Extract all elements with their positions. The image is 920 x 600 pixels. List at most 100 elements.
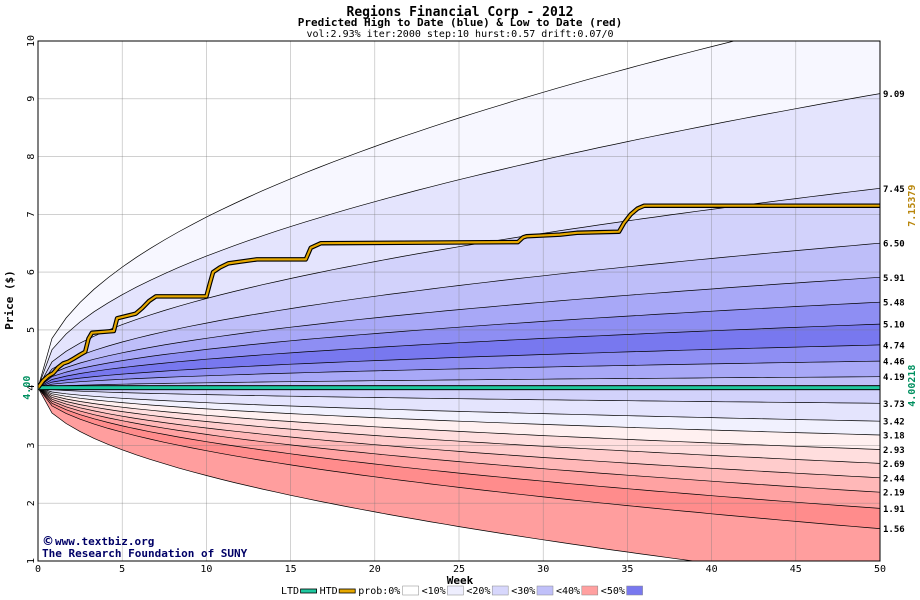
- band-end-label: 3.18: [883, 432, 905, 442]
- x-tick-label: 50: [874, 564, 886, 575]
- probability-band: [38, 387, 880, 561]
- legend-label: prob:0%: [358, 586, 400, 597]
- legend-label: <30%: [511, 586, 535, 597]
- band-end-label: 6.50: [883, 240, 905, 250]
- x-axis-ticks: 0 5 10 15 20 25 30 35 40 45 50: [35, 564, 886, 575]
- copyright-line-2: The Research Foundation of SUNY: [42, 547, 248, 560]
- band-end-label: 2.44: [883, 474, 905, 484]
- x-tick-label: 30: [537, 564, 549, 575]
- legend-swatch: [536, 585, 554, 596]
- band-boundary-line: [38, 276, 880, 388]
- band-end-label: 2.69: [883, 460, 905, 470]
- legend-swatch: [402, 585, 419, 596]
- band-boundary-line: [38, 387, 880, 529]
- x-tick-label: 5: [119, 564, 125, 575]
- htd-line: [38, 204, 880, 389]
- x-tick-label: 45: [790, 564, 802, 575]
- y-tick-label: 1: [26, 558, 37, 564]
- legend-swatch: [491, 585, 509, 596]
- chart-subtitle: Predicted High to Date (blue) & Low to D…: [298, 16, 623, 29]
- plot-frame: [37, 40, 881, 562]
- end-value-labels: 9.09 7.45 6.50 5.91 5.48 5.10 4.74 4.46 4.19 3.73…: [883, 90, 905, 535]
- band-boundary-line: [38, 376, 880, 389]
- band-boundary-line: [38, 41, 736, 388]
- copyright-line-1: www.textbiz.org: [55, 535, 154, 548]
- y-tick-label: 8: [26, 154, 37, 160]
- x-tick-label: 25: [453, 564, 465, 575]
- band-boundary-line: [38, 323, 880, 389]
- y-tick-label: 6: [26, 269, 37, 275]
- band-end-label: 1.91: [883, 505, 905, 515]
- legend-label: <10%: [422, 586, 446, 597]
- band-boundary-line: [38, 344, 880, 389]
- legend-label: <20%: [466, 586, 490, 597]
- band-boundary-line: [38, 387, 880, 450]
- probability-band: [38, 387, 880, 450]
- band-end-label: 7.45: [883, 185, 905, 195]
- y-tick-label: 4: [26, 385, 37, 391]
- probability-band: [38, 387, 880, 464]
- chart-title: Regions Financial Corp - 2012: [347, 5, 574, 20]
- band-boundary-line: [38, 387, 880, 493]
- x-tick-label: 40: [706, 564, 718, 575]
- y-tick-label: 2: [26, 500, 37, 506]
- legend-label: <40%: [556, 586, 580, 597]
- legend-swatch: [626, 585, 643, 596]
- htd-end-value-label: 7.15379: [907, 185, 918, 227]
- band-end-label: 5.48: [883, 299, 905, 309]
- legend: LTD HTD prob:0% <10% <20% <30% <40% <50%: [281, 585, 643, 597]
- y-tick-label: 10: [26, 35, 37, 47]
- copyright-block: © www.textbiz.org The Research Foundatio…: [42, 534, 248, 560]
- legend-label: LTD: [281, 586, 299, 597]
- band-boundary-line: [38, 387, 880, 479]
- ltd-line: [38, 386, 880, 390]
- probability-band: [38, 387, 880, 529]
- band-boundary-line: [38, 387, 880, 422]
- probability-band: [38, 302, 880, 388]
- legend-swatch: [447, 585, 464, 596]
- band-end-label: 4.19: [883, 373, 905, 383]
- y-tick-label: 3: [26, 442, 37, 448]
- band-end-label: 1.56: [883, 525, 905, 535]
- x-tick-label: 20: [369, 564, 381, 575]
- band-boundary-line: [38, 387, 880, 436]
- probability-band: [38, 277, 880, 388]
- probability-band: [38, 188, 880, 388]
- band-end-label: 5.10: [883, 321, 905, 331]
- ltd-end-value-label: 4.00218: [907, 365, 918, 407]
- band-boundary-line: [38, 387, 697, 561]
- start-price-label: 4.00: [22, 376, 33, 400]
- legend-swatch: [581, 585, 599, 596]
- y-axis-label: Price ($): [3, 270, 16, 330]
- band-end-label: 4.74: [883, 341, 905, 351]
- copyright-symbol: ©: [42, 534, 54, 548]
- x-axis-label: Week: [447, 574, 474, 587]
- probability-band: [38, 41, 880, 388]
- band-end-label: 2.93: [883, 446, 905, 456]
- band-boundary-line: [38, 242, 880, 388]
- y-tick-label: 9: [26, 96, 37, 102]
- band-boundary-line: [38, 387, 880, 509]
- band-boundary-line: [38, 387, 880, 464]
- probability-band: [38, 387, 880, 435]
- y-axis-ticks: 1 2 3 4 5 6 7 8 9 10: [26, 35, 37, 564]
- probability-band: [38, 387, 880, 493]
- x-tick-label: 0: [35, 564, 41, 575]
- band-end-label: 5.91: [883, 274, 905, 284]
- band-boundary-line: [38, 301, 880, 388]
- band-boundary-line: [38, 93, 880, 388]
- probability-band: [38, 243, 880, 388]
- y-tick-label: 7: [26, 211, 37, 217]
- band-end-label: 3.42: [883, 418, 905, 428]
- band-boundary-line: [38, 360, 880, 389]
- y-tick-label: 5: [26, 327, 37, 333]
- legend-label: HTD: [320, 586, 338, 597]
- legend-swatch: [300, 588, 318, 594]
- legend-label: <50%: [601, 586, 625, 597]
- series-layer: [38, 203, 880, 391]
- probability-band: [38, 387, 880, 478]
- chart-params: vol:2.93% iter:2000 step:10 hurst:0.57 d…: [306, 29, 613, 40]
- band-end-label: 3.73: [883, 400, 905, 410]
- x-tick-label: 10: [200, 564, 212, 575]
